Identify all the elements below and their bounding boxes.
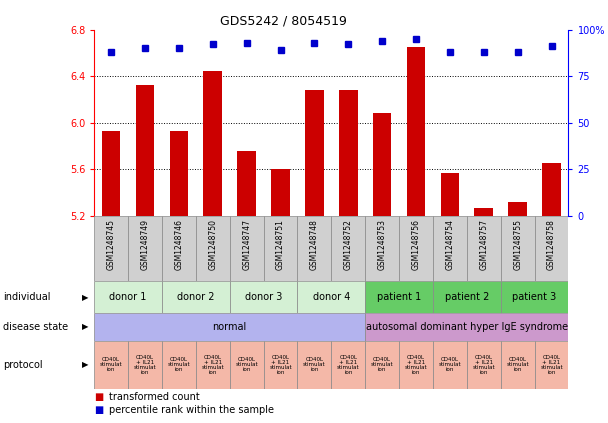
Text: CD40L
stimulat
ion: CD40L stimulat ion bbox=[438, 357, 461, 372]
Bar bbox=[162, 216, 196, 281]
Text: donor 1: donor 1 bbox=[109, 292, 147, 302]
Bar bbox=[196, 341, 230, 389]
Text: GSM1248755: GSM1248755 bbox=[513, 219, 522, 270]
Bar bbox=[128, 216, 162, 281]
Text: GSM1248757: GSM1248757 bbox=[479, 219, 488, 270]
Bar bbox=[501, 341, 534, 389]
Bar bbox=[297, 281, 365, 313]
Bar bbox=[264, 341, 297, 389]
Text: donor 4: donor 4 bbox=[313, 292, 350, 302]
Bar bbox=[501, 216, 534, 281]
Text: CD40L
+ IL21
stimulat
ion: CD40L + IL21 stimulat ion bbox=[472, 355, 495, 375]
Bar bbox=[136, 85, 154, 216]
Bar bbox=[237, 151, 256, 216]
Bar bbox=[94, 216, 128, 281]
Text: protocol: protocol bbox=[3, 360, 43, 370]
Text: GSM1248753: GSM1248753 bbox=[378, 219, 387, 270]
Text: individual: individual bbox=[3, 292, 50, 302]
Bar bbox=[365, 281, 433, 313]
Bar bbox=[230, 216, 264, 281]
Bar bbox=[399, 216, 433, 281]
Bar bbox=[433, 216, 467, 281]
Bar bbox=[474, 208, 493, 216]
Text: autosomal dominant hyper IgE syndrome: autosomal dominant hyper IgE syndrome bbox=[366, 322, 568, 332]
Bar bbox=[467, 341, 501, 389]
Bar bbox=[399, 341, 433, 389]
Bar bbox=[230, 281, 297, 313]
Text: ■: ■ bbox=[94, 393, 103, 402]
Text: patient 2: patient 2 bbox=[444, 292, 489, 302]
Bar bbox=[305, 90, 323, 216]
Text: percentile rank within the sample: percentile rank within the sample bbox=[109, 406, 274, 415]
Text: GSM1248758: GSM1248758 bbox=[547, 219, 556, 270]
Text: CD40L
+ IL21
stimulat
ion: CD40L + IL21 stimulat ion bbox=[405, 355, 427, 375]
Title: GDS5242 / 8054519: GDS5242 / 8054519 bbox=[221, 14, 347, 27]
Bar bbox=[365, 313, 568, 341]
Bar bbox=[94, 281, 162, 313]
Text: disease state: disease state bbox=[3, 322, 68, 332]
Text: GSM1248746: GSM1248746 bbox=[174, 219, 184, 270]
Text: CD40L
stimulat
ion: CD40L stimulat ion bbox=[506, 357, 529, 372]
Bar bbox=[501, 281, 568, 313]
Bar bbox=[407, 47, 426, 216]
Text: CD40L
+ IL21
stimulat
ion: CD40L + IL21 stimulat ion bbox=[541, 355, 563, 375]
Bar bbox=[433, 341, 467, 389]
Text: GSM1248754: GSM1248754 bbox=[446, 219, 454, 270]
Text: ▶: ▶ bbox=[81, 293, 88, 302]
Text: donor 2: donor 2 bbox=[177, 292, 215, 302]
Bar bbox=[170, 131, 188, 216]
Bar bbox=[230, 341, 264, 389]
Bar bbox=[365, 216, 399, 281]
Text: CD40L
stimulat
ion: CD40L stimulat ion bbox=[303, 357, 326, 372]
Text: transformed count: transformed count bbox=[109, 393, 200, 402]
Bar bbox=[102, 131, 120, 216]
Text: GSM1248751: GSM1248751 bbox=[276, 219, 285, 270]
Bar bbox=[162, 281, 230, 313]
Text: CD40L
stimulat
ion: CD40L stimulat ion bbox=[235, 357, 258, 372]
Bar bbox=[534, 216, 568, 281]
Bar bbox=[128, 341, 162, 389]
Bar bbox=[196, 216, 230, 281]
Bar bbox=[433, 281, 501, 313]
Bar bbox=[162, 341, 196, 389]
Text: GSM1248749: GSM1248749 bbox=[140, 219, 150, 270]
Bar bbox=[264, 216, 297, 281]
Bar bbox=[508, 202, 527, 216]
Text: CD40L
+ IL21
stimulat
ion: CD40L + IL21 stimulat ion bbox=[134, 355, 156, 375]
Text: patient 1: patient 1 bbox=[377, 292, 421, 302]
Bar bbox=[373, 113, 392, 216]
Text: ▶: ▶ bbox=[81, 322, 88, 331]
Text: ■: ■ bbox=[94, 406, 103, 415]
Text: CD40L
stimulat
ion: CD40L stimulat ion bbox=[100, 357, 122, 372]
Bar bbox=[271, 169, 290, 216]
Text: CD40L
+ IL21
stimulat
ion: CD40L + IL21 stimulat ion bbox=[201, 355, 224, 375]
Bar bbox=[534, 341, 568, 389]
Text: CD40L
+ IL21
stimulat
ion: CD40L + IL21 stimulat ion bbox=[337, 355, 359, 375]
Text: GSM1248752: GSM1248752 bbox=[344, 219, 353, 270]
Text: patient 3: patient 3 bbox=[513, 292, 557, 302]
Bar bbox=[297, 341, 331, 389]
Text: CD40L
stimulat
ion: CD40L stimulat ion bbox=[168, 357, 190, 372]
Text: CD40L
+ IL21
stimulat
ion: CD40L + IL21 stimulat ion bbox=[269, 355, 292, 375]
Bar bbox=[331, 341, 365, 389]
Text: GSM1248747: GSM1248747 bbox=[242, 219, 251, 270]
Text: GSM1248745: GSM1248745 bbox=[106, 219, 116, 270]
Bar bbox=[467, 216, 501, 281]
Bar bbox=[94, 341, 128, 389]
Text: normal: normal bbox=[213, 322, 247, 332]
Bar bbox=[339, 90, 358, 216]
Bar bbox=[94, 313, 365, 341]
Bar bbox=[297, 216, 331, 281]
Bar bbox=[365, 341, 399, 389]
Bar bbox=[542, 163, 561, 216]
Bar bbox=[441, 173, 459, 216]
Text: donor 3: donor 3 bbox=[245, 292, 282, 302]
Bar bbox=[331, 216, 365, 281]
Text: GSM1248748: GSM1248748 bbox=[310, 219, 319, 270]
Text: ▶: ▶ bbox=[81, 360, 88, 369]
Text: GSM1248750: GSM1248750 bbox=[209, 219, 217, 270]
Bar bbox=[204, 71, 222, 216]
Text: GSM1248756: GSM1248756 bbox=[412, 219, 421, 270]
Text: CD40L
stimulat
ion: CD40L stimulat ion bbox=[371, 357, 393, 372]
